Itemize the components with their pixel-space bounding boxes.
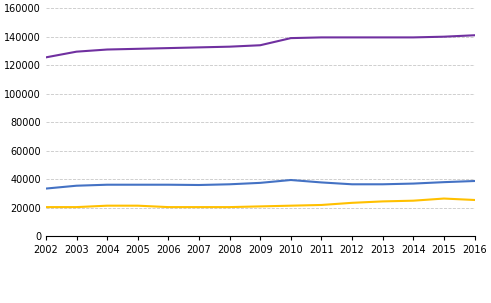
Uudet opiskelijat — [104, 183, 110, 187]
Tutkinnot — [380, 200, 385, 203]
Opiskelijat — [74, 50, 80, 54]
Uudet opiskelijat — [288, 178, 294, 182]
Tutkinnot — [196, 205, 202, 209]
Uudet opiskelijat — [135, 183, 141, 187]
Opiskelijat — [288, 36, 294, 40]
Tutkinnot — [135, 204, 141, 208]
Tutkinnot — [74, 205, 80, 209]
Uudet opiskelijat — [319, 181, 325, 184]
Tutkinnot — [227, 205, 233, 209]
Tutkinnot — [165, 205, 171, 209]
Uudet opiskelijat — [441, 180, 447, 184]
Opiskelijat — [380, 35, 385, 39]
Opiskelijat — [104, 48, 110, 51]
Tutkinnot — [410, 199, 416, 202]
Tutkinnot — [471, 198, 477, 202]
Line: Tutkinnot: Tutkinnot — [46, 198, 474, 207]
Uudet opiskelijat — [380, 182, 385, 186]
Opiskelijat — [410, 35, 416, 39]
Opiskelijat — [227, 45, 233, 48]
Uudet opiskelijat — [227, 182, 233, 186]
Tutkinnot — [319, 203, 325, 207]
Opiskelijat — [471, 33, 477, 37]
Uudet opiskelijat — [165, 183, 171, 187]
Opiskelijat — [257, 43, 263, 47]
Tutkinnot — [257, 205, 263, 208]
Tutkinnot — [43, 205, 49, 209]
Uudet opiskelijat — [471, 179, 477, 183]
Opiskelijat — [319, 35, 325, 39]
Opiskelijat — [165, 46, 171, 50]
Tutkinnot — [441, 197, 447, 200]
Opiskelijat — [196, 45, 202, 49]
Opiskelijat — [135, 47, 141, 51]
Tutkinnot — [104, 204, 110, 208]
Uudet opiskelijat — [74, 184, 80, 188]
Uudet opiskelijat — [349, 182, 355, 186]
Uudet opiskelijat — [410, 182, 416, 185]
Opiskelijat — [43, 55, 49, 59]
Line: Opiskelijat: Opiskelijat — [46, 35, 474, 57]
Opiskelijat — [349, 35, 355, 39]
Uudet opiskelijat — [196, 183, 202, 187]
Tutkinnot — [288, 204, 294, 208]
Line: Uudet opiskelijat: Uudet opiskelijat — [46, 180, 474, 188]
Uudet opiskelijat — [257, 181, 263, 185]
Uudet opiskelijat — [43, 187, 49, 190]
Tutkinnot — [349, 201, 355, 205]
Opiskelijat — [441, 35, 447, 38]
